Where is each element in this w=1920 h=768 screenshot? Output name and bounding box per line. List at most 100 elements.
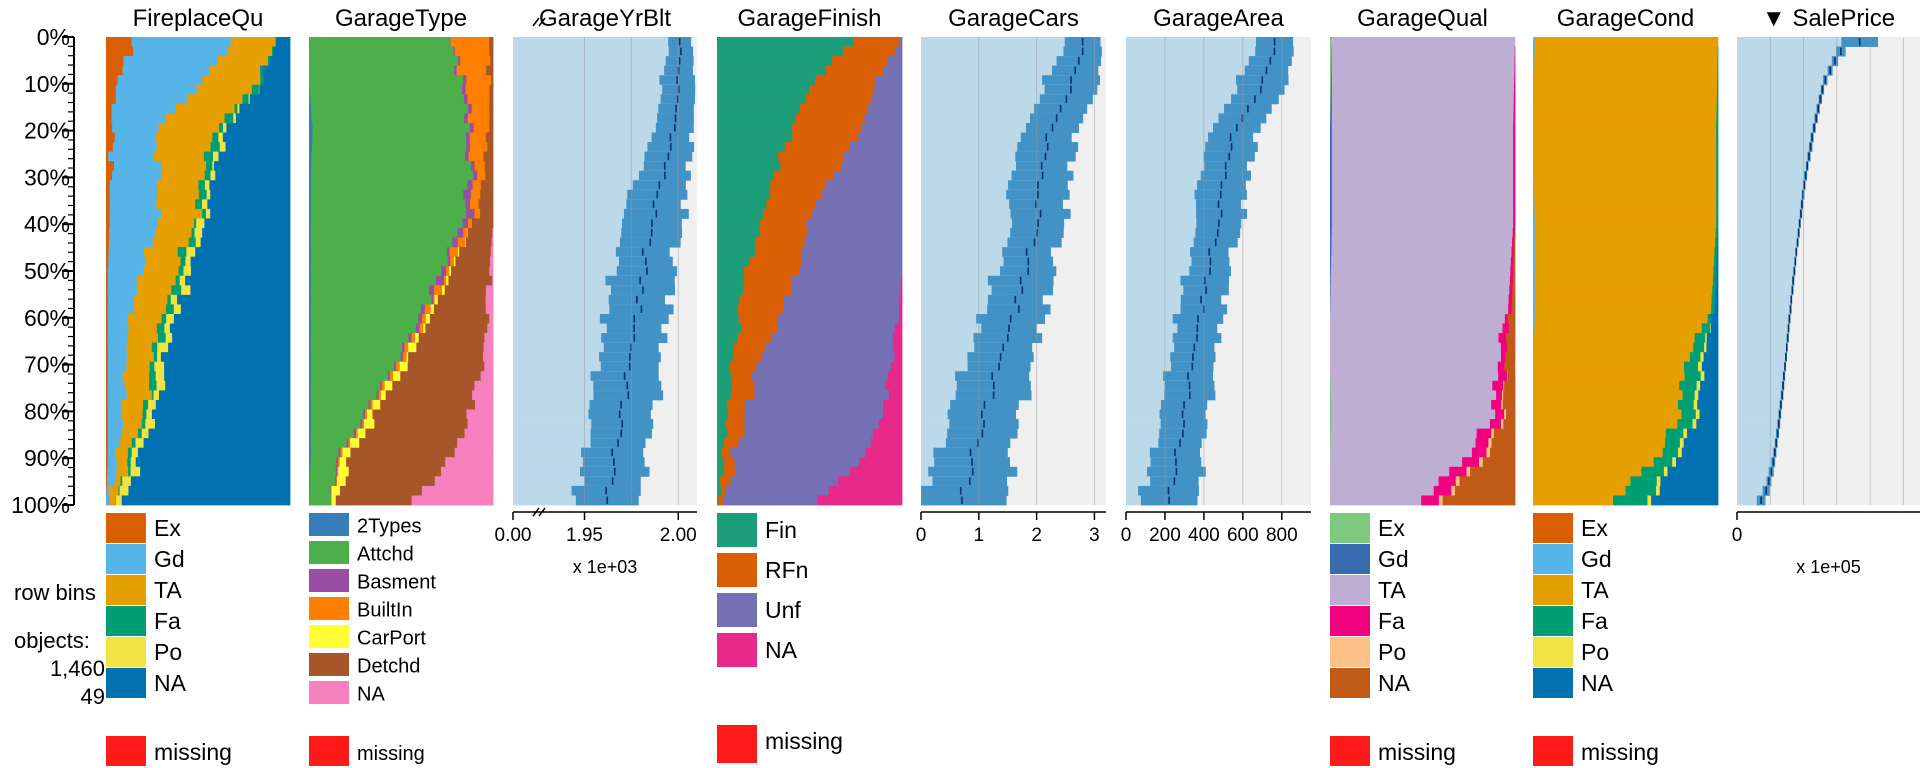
bar-garagequal-ex bbox=[1330, 371, 1331, 382]
bar-garagecond-ta bbox=[1533, 390, 1684, 401]
legend-swatch-ex bbox=[106, 513, 146, 543]
bar-garagecond-ta bbox=[1534, 285, 1713, 296]
bar-garagecond-fa bbox=[1693, 342, 1705, 353]
bar-garagequal-gd bbox=[1330, 208, 1333, 219]
column-title-garagefinish: GarageFinish bbox=[737, 5, 881, 32]
bar-fireplacequ-po bbox=[204, 180, 210, 191]
bar-sd-garagecars bbox=[921, 485, 1009, 496]
bar-fireplacequ-gd bbox=[107, 304, 134, 315]
bar-garagefinish-na bbox=[894, 352, 903, 363]
bar-garagetype-attchd bbox=[311, 161, 472, 172]
bar-garagecond-na bbox=[1697, 399, 1719, 410]
bar-garagecond-gd bbox=[1533, 103, 1534, 114]
bar-fireplacequ-ex bbox=[106, 84, 117, 95]
bar-garagequal-fa bbox=[1513, 218, 1516, 229]
bar-fireplacequ-ex bbox=[106, 151, 109, 162]
bar-garagetype-basment bbox=[467, 180, 473, 191]
legend-swatch-fa bbox=[1330, 606, 1370, 636]
bar-garagetype-builtin bbox=[362, 419, 365, 429]
bar-garagetype-builtin bbox=[337, 457, 341, 468]
bar-garagetype-basment bbox=[466, 208, 475, 219]
bar-garagetype-attchd bbox=[309, 485, 331, 496]
bar-fireplacequ-ex bbox=[106, 294, 109, 305]
bar-garagecond-fa bbox=[1716, 142, 1719, 153]
bar-garagetype-detchd bbox=[491, 75, 494, 86]
bar-garagecond-ta bbox=[1533, 457, 1655, 468]
bar-fireplacequ-na bbox=[235, 113, 291, 124]
bar-garagecond-ta bbox=[1534, 189, 1717, 200]
bar-garagequal-ta bbox=[1330, 380, 1493, 391]
bar-mean-saleprice bbox=[1737, 170, 1806, 181]
bar-fireplacequ-po bbox=[185, 256, 191, 267]
bar-garagetype-detchd bbox=[345, 476, 436, 487]
bar-fireplacequ-ex bbox=[106, 342, 109, 353]
bar-fireplacequ-gd bbox=[107, 361, 127, 372]
bar-garagecond-ta bbox=[1533, 103, 1717, 114]
bar-fireplacequ-ta bbox=[114, 447, 129, 458]
bar-fireplacequ-gd bbox=[107, 419, 124, 429]
bar-mean-garagecars bbox=[921, 75, 1072, 86]
bar-garagetype-na bbox=[489, 266, 494, 277]
bar-fireplacequ-po bbox=[156, 380, 166, 391]
bar-garagetype-2types bbox=[309, 371, 312, 382]
bar-mean-garagecars bbox=[921, 304, 1019, 315]
bar-fireplacequ-ta bbox=[230, 37, 277, 47]
bar-fireplacequ-gd bbox=[107, 438, 121, 449]
bar-garagefinish-unf bbox=[770, 333, 894, 344]
bar-garagecond-fa bbox=[1641, 466, 1665, 477]
bar-garagequal-fa bbox=[1514, 75, 1516, 86]
bar-fireplacequ-po bbox=[122, 476, 132, 487]
bar-garagetype-attchd bbox=[310, 94, 465, 105]
bar-garagetype-na bbox=[445, 457, 494, 468]
bar-mean-saleprice bbox=[1737, 56, 1835, 67]
bar-fireplacequ-na bbox=[204, 218, 291, 229]
bar-garagequal-gd bbox=[1330, 180, 1333, 191]
bar-garagequal-na bbox=[1511, 304, 1516, 315]
bar-garagequal-ta bbox=[1331, 132, 1514, 143]
bar-garagetype-basment bbox=[402, 342, 405, 353]
bar-garagetype-2types bbox=[309, 199, 312, 210]
bar-mean-saleprice bbox=[1737, 103, 1819, 114]
bar-mean-garagecars bbox=[921, 37, 1083, 47]
bar-fireplacequ-gd bbox=[111, 103, 176, 114]
bar-sd-garagecars bbox=[921, 495, 1007, 506]
bar-garagefinish-rfn bbox=[766, 199, 817, 210]
bar-fireplacequ-na bbox=[130, 476, 291, 487]
bar-garagecond-na bbox=[1717, 228, 1719, 238]
bar-garagetype-basment bbox=[376, 390, 379, 401]
bar-garagetype-detchd bbox=[484, 161, 494, 172]
bar-garagetype-builtin bbox=[378, 390, 382, 401]
bar-fireplacequ-ex bbox=[106, 228, 110, 238]
bar-garagequal-gd bbox=[1330, 199, 1333, 210]
bar-mean-garageyrblt bbox=[513, 371, 625, 382]
bar-garagetype-na bbox=[472, 390, 494, 401]
bar-garagecond-fa bbox=[1677, 419, 1693, 429]
bar-fireplacequ-po bbox=[201, 199, 208, 210]
bar-garagetype-builtin bbox=[336, 476, 338, 487]
bar-fireplacequ-fa bbox=[120, 476, 123, 487]
bar-garagefinish-unf bbox=[735, 466, 851, 477]
bar-garagetype-basment bbox=[346, 438, 349, 449]
bar-garagequal-gd bbox=[1330, 161, 1333, 172]
bar-mean-garageyrblt bbox=[513, 218, 652, 229]
bar-garagetype-detchd bbox=[465, 237, 493, 248]
bar-garagecond-gd bbox=[1533, 180, 1535, 191]
column-title-garagearea: GarageArea bbox=[1153, 5, 1284, 32]
bar-mean-garageyrblt bbox=[513, 457, 614, 468]
bar-garagecond-gd bbox=[1533, 84, 1535, 95]
bar-garagetype-detchd bbox=[429, 313, 490, 324]
bar-fireplacequ-ta bbox=[158, 122, 220, 133]
bar-fireplacequ-gd bbox=[107, 275, 138, 286]
bar-garagequal-fa bbox=[1509, 285, 1513, 296]
bar-garagecond-ta bbox=[1534, 237, 1716, 248]
bar-mean-saleprice bbox=[1737, 132, 1813, 143]
bar-garagefinish-rfn bbox=[743, 285, 793, 296]
bar-garagetype-attchd bbox=[310, 428, 355, 439]
bar-garagecond-na bbox=[1703, 352, 1719, 363]
bar-garagequal-po bbox=[1488, 438, 1492, 449]
bar-mean-saleprice bbox=[1737, 457, 1774, 468]
bar-fireplacequ-ex bbox=[106, 466, 108, 477]
bar-garagetype-attchd bbox=[309, 56, 459, 67]
bar-fireplacequ-ta bbox=[156, 189, 200, 200]
bar-garagecond-fa bbox=[1681, 409, 1697, 420]
